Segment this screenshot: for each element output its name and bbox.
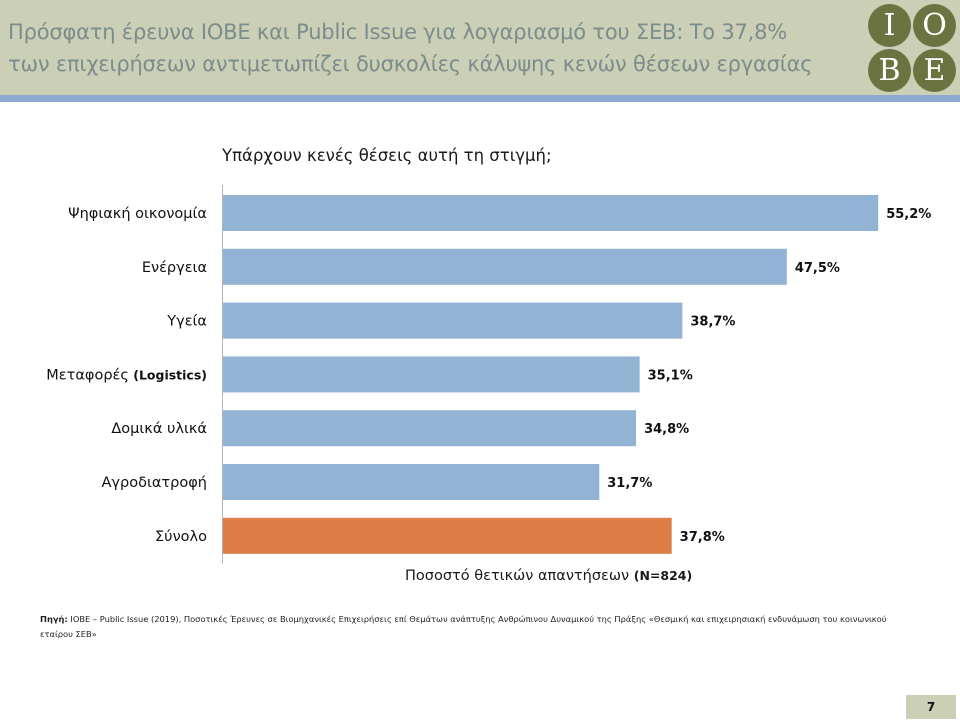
slide-title-line-2: των επιχειρήσεων αντιμετωπίζει δυσκολίες… xyxy=(8,52,813,76)
bar-value-label: 55,2% xyxy=(886,207,931,222)
logo-letter-2: O xyxy=(913,4,956,47)
category-label: Μεταφορές (Logistics) xyxy=(46,367,207,383)
category-label: Σύνολο xyxy=(155,529,207,545)
x-axis-label-main: Ποσοστό θετικών απαντήσεων xyxy=(405,568,630,584)
bar xyxy=(223,302,683,339)
header-divider xyxy=(0,95,960,102)
bar-value-label: 35,1% xyxy=(648,368,693,383)
bar-value-label: 47,5% xyxy=(795,261,840,276)
header-banner xyxy=(0,0,960,95)
logo-letter-3: B xyxy=(868,49,911,92)
chart-title: Υπάρχουν κενές θέσεις αυτή τη στιγμή; xyxy=(222,146,552,165)
source-text: ΙΟΒΕ – Public Issue (2019), Ποσοτικές Έρ… xyxy=(40,614,887,639)
source-note: Πηγή: ΙΟΒΕ – Public Issue (2019), Ποσοτι… xyxy=(40,612,920,642)
page-number: 7 xyxy=(906,695,956,719)
bar-value-label: 37,8% xyxy=(680,530,725,545)
category-label: Αγροδιατροφή xyxy=(102,475,207,491)
bar-value-label: 34,8% xyxy=(644,422,689,437)
bar xyxy=(223,517,672,554)
bar xyxy=(223,248,787,285)
category-label: Ενέργεια xyxy=(142,260,207,276)
bar xyxy=(223,464,600,500)
bar xyxy=(223,195,879,231)
x-axis-label-sample-size: (N=824) xyxy=(633,568,693,583)
bar-value-label: 38,7% xyxy=(690,315,735,330)
x-axis-label: Ποσοστό θετικών απαντήσεων (N=824) xyxy=(405,568,692,584)
bar-value-label: 31,7% xyxy=(607,476,652,491)
iobe-logo: I O B E xyxy=(868,4,956,92)
category-label: Υγεία xyxy=(166,314,207,330)
bar xyxy=(223,356,640,393)
logo-letter-1: I xyxy=(868,4,911,47)
slide-title-line-1: Πρόσφατη έρευνα ΙΟΒΕ και Public Issue γι… xyxy=(8,20,788,44)
category-label: Δομικά υλικά xyxy=(111,421,207,437)
bar xyxy=(223,410,637,447)
logo-letter-4: E xyxy=(913,49,956,92)
bar-chart: 55,2% Ψηφιακή οικονομία 47,5% Ενέργεια 38,7%… xyxy=(46,185,931,564)
source-label: Πηγή: xyxy=(40,614,68,624)
category-label: Ψηφιακή οικονομία xyxy=(68,206,207,222)
